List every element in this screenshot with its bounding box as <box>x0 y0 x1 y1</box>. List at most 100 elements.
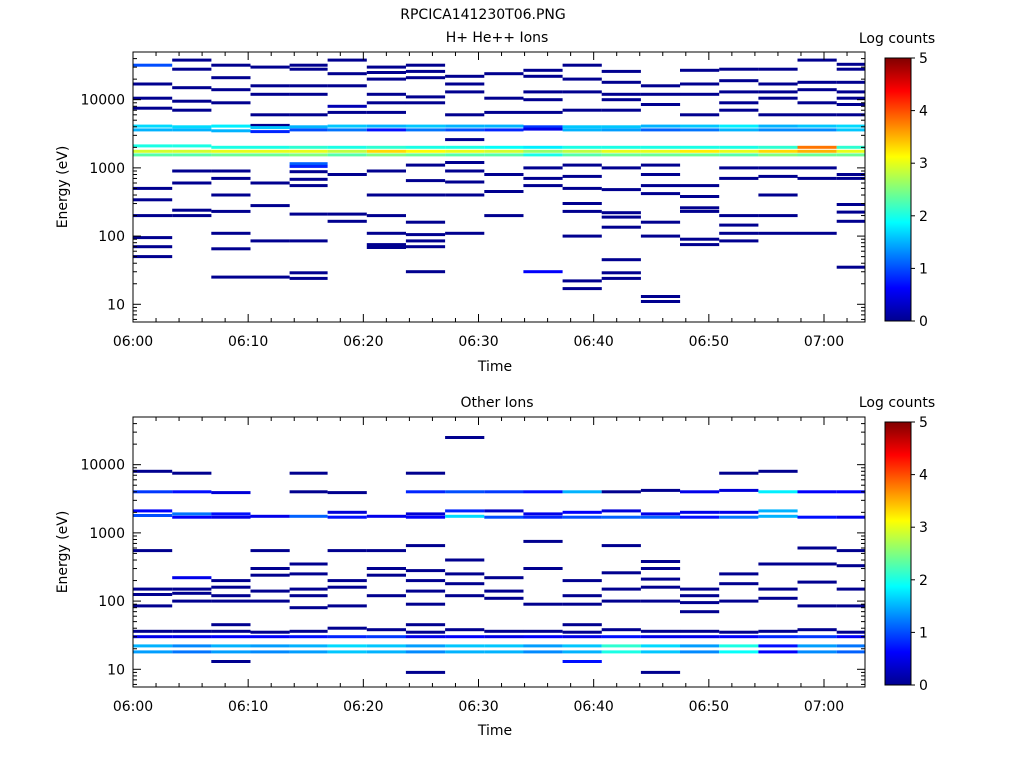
heatmap-cell <box>327 124 367 128</box>
heatmap-cell <box>601 98 641 102</box>
heatmap-cell <box>133 236 173 240</box>
heatmap-cell <box>289 276 328 280</box>
heatmap-cell <box>562 90 602 94</box>
heatmap-cell <box>484 635 524 639</box>
heatmap-cell <box>405 124 446 128</box>
heatmap-cell <box>797 149 837 153</box>
heatmap-cell <box>327 104 367 108</box>
heatmap-cell <box>405 128 446 132</box>
panel-title: H+ He++ Ions <box>446 30 549 46</box>
heatmap-cell <box>836 490 865 494</box>
heatmap-cell <box>172 635 212 639</box>
heatmap-cell <box>211 153 251 157</box>
heatmap-cell <box>172 490 212 494</box>
heatmap-cell <box>327 212 367 216</box>
heatmap-cell <box>758 231 798 235</box>
heatmap-cell <box>250 567 290 570</box>
colorbar-label: Log counts <box>859 31 935 47</box>
heatmap-cell <box>366 145 406 149</box>
heatmap-cell <box>523 490 563 494</box>
heatmap-cell <box>601 69 641 73</box>
heatmap-cell <box>405 650 446 654</box>
heatmap-cell <box>758 214 798 218</box>
x-tick-label: 06:20 <box>343 334 383 350</box>
heatmap-cell <box>211 145 251 149</box>
heatmap-cell <box>797 515 837 519</box>
heatmap-cell <box>327 510 367 514</box>
x-tick-label: 06:20 <box>343 699 383 715</box>
heatmap-cell <box>601 587 641 591</box>
heatmap-cell <box>758 149 798 153</box>
heatmap-cell <box>562 202 602 205</box>
heatmap-cell <box>327 219 367 223</box>
heatmap-cell <box>562 287 602 291</box>
heatmap-cell <box>405 76 446 80</box>
heatmap-cell <box>405 490 446 494</box>
heatmap-cell <box>680 243 720 247</box>
heatmap-cell <box>758 145 798 149</box>
heatmap-cell <box>836 630 865 634</box>
colorbar-ticks: 0 1 2 3 4 5 <box>911 51 928 330</box>
heatmap-cell <box>484 72 524 76</box>
x-axis-label: Time <box>477 359 512 375</box>
heatmap-cell <box>289 471 328 475</box>
heatmap-cell <box>640 515 681 519</box>
heatmap-cell <box>405 635 446 639</box>
heatmap-cell <box>172 58 212 62</box>
heatmap-cell <box>758 90 798 94</box>
heatmap-cell <box>405 220 446 224</box>
heatmap-cell <box>133 587 173 591</box>
heatmap-cell <box>680 587 720 591</box>
heatmap-cell <box>523 145 563 149</box>
heatmap-cell <box>680 237 720 241</box>
heatmap-cell <box>405 623 446 627</box>
heatmap-cell <box>601 125 641 129</box>
heatmap-cell <box>601 153 641 157</box>
heatmap-cell <box>680 124 720 128</box>
heatmap-cell <box>640 145 681 149</box>
heatmap-cell <box>172 86 212 90</box>
heatmap-cell <box>680 68 720 72</box>
heatmap-cell <box>640 560 681 563</box>
heatmap-cell <box>719 510 759 514</box>
colorbar-tick-label: 4 <box>919 104 928 120</box>
heatmap-cell <box>719 145 759 149</box>
heatmap-cell <box>562 630 602 634</box>
y-tick-label: 1000 <box>89 526 125 542</box>
heatmap-cell <box>562 163 602 167</box>
heatmap-cell <box>562 128 602 132</box>
heatmap-cell <box>719 166 759 170</box>
heatmap-cell <box>133 644 173 648</box>
heatmap-cell <box>250 113 290 117</box>
heatmap-cell <box>523 602 563 606</box>
heatmap-cell <box>250 644 290 648</box>
heatmap-cell <box>680 650 720 654</box>
heatmap-cell <box>445 490 485 494</box>
heatmap-cell <box>797 80 837 84</box>
heatmap-cell <box>289 606 328 610</box>
heatmap-cell <box>211 644 251 648</box>
heatmap-cell <box>523 176 563 180</box>
heatmap-cell <box>836 564 865 568</box>
heatmap-cell <box>366 92 406 96</box>
heatmap-cell <box>172 214 212 218</box>
heatmap-cell <box>562 125 602 129</box>
heatmap-cell <box>133 593 173 596</box>
heatmap-cell <box>836 644 865 648</box>
heatmap-cell <box>680 601 720 605</box>
heatmap-cell <box>797 88 837 92</box>
heatmap-cell <box>719 90 759 94</box>
heatmap-cell <box>445 145 485 149</box>
heatmap-cell <box>719 79 759 83</box>
heatmap-cell <box>366 169 406 173</box>
heatmap-cell <box>445 509 485 513</box>
heatmap-cell <box>758 174 798 178</box>
heatmap-cell <box>836 219 865 223</box>
heatmap-cell <box>366 567 406 570</box>
colorbar-tick-label: 4 <box>919 468 928 484</box>
heatmap-cell <box>601 215 641 219</box>
heatmap-cell <box>836 67 865 71</box>
heatmap-cell <box>484 149 524 153</box>
heatmap-cell <box>405 239 446 243</box>
heatmap-cell <box>327 626 367 630</box>
